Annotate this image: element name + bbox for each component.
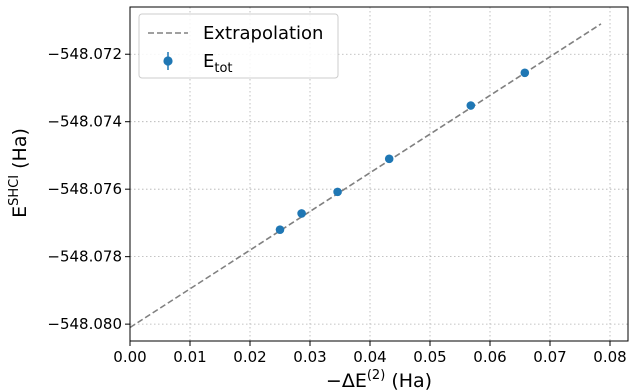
plot-area-frame: [129, 6, 629, 342]
x-tick-label: 0.01: [173, 348, 206, 366]
extrapolation-line: [129, 23, 602, 329]
y-tick-label: −548.078: [47, 248, 122, 266]
y-tick-label: −548.076: [47, 180, 122, 198]
x-tick-label: 0.04: [353, 348, 386, 366]
extrapolation-series: [129, 23, 602, 329]
x-axis-label: −ΔE(2) (Ha): [326, 368, 432, 392]
x-tick-label: 0.03: [293, 348, 326, 366]
x-tick-label: 0.02: [233, 348, 266, 366]
etot-series: [275, 68, 530, 234]
etot-point: [520, 68, 530, 78]
etot-point: [384, 154, 394, 164]
legend-extrapolation-label: Extrapolation: [203, 23, 323, 44]
etot-point: [275, 225, 285, 234]
legend-etot-marker: [163, 56, 173, 66]
y-axis-label: ESHCI (Ha): [7, 128, 31, 218]
y-tick-label: −548.080: [47, 315, 122, 333]
etot-point: [466, 101, 476, 110]
legend-etot-label: Etot: [203, 51, 233, 76]
etot-point: [333, 187, 342, 197]
legend-box: [138, 13, 339, 79]
axis-ticks: 0.00 0.01 0.02 0.03 0.04 0.05 0.06 0.07 0.08 −548…: [47, 45, 626, 366]
grid: [129, 7, 628, 341]
x-tick-label: 0.05: [413, 348, 446, 366]
x-tick-label: 0.07: [533, 348, 566, 366]
x-tick-label: 0.08: [593, 348, 626, 366]
etot-point: [297, 209, 306, 218]
x-tick-label: 0.06: [473, 348, 506, 366]
legend: Extrapolation Etot: [138, 13, 339, 79]
x-tick-label: 0.00: [113, 348, 146, 366]
y-tick-label: −548.072: [47, 45, 122, 63]
y-tick-label: −548.074: [47, 113, 122, 131]
